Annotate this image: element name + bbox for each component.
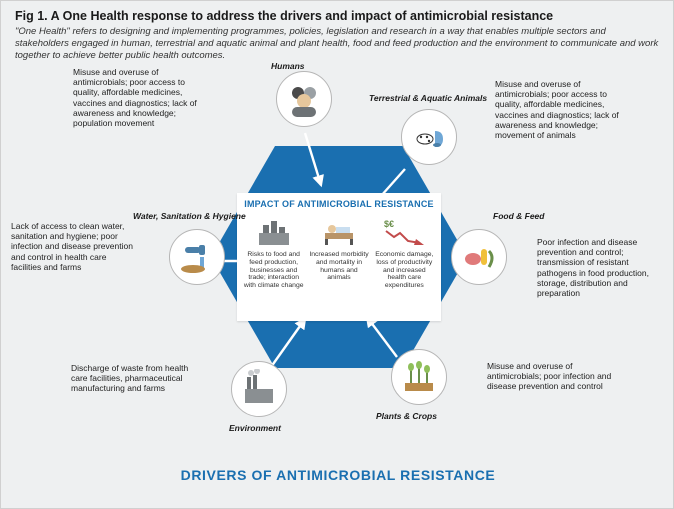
impact-title: IMPACT OF ANTIMICROBIAL RESISTANCE xyxy=(243,199,435,209)
driver-desc-humans: Misuse and overuse of antimicrobials; po… xyxy=(73,67,201,128)
econ-decline-icon: $€ xyxy=(374,213,435,251)
impact-label: Increased morbidity and mortality in hum… xyxy=(308,251,369,282)
driver-label-food: Food & Feed xyxy=(493,211,544,221)
tap-icon xyxy=(169,229,225,285)
driver-label-wash: Water, Sanitation & Hygiene xyxy=(133,211,246,221)
figure-subtitle: "One Health" refers to designing and imp… xyxy=(15,26,659,62)
figure-title: Fig 1. A One Health response to address … xyxy=(15,9,659,23)
impact-row: Risks to food and feed production, busin… xyxy=(243,213,435,290)
driver-node-environment xyxy=(211,361,307,417)
driver-node-wash xyxy=(149,229,245,285)
factory-trade-icon xyxy=(243,213,304,251)
food-icon xyxy=(451,229,507,285)
impact-label: Risks to food and feed production, busin… xyxy=(243,251,304,290)
title-block: Fig 1. A One Health response to address … xyxy=(1,1,673,66)
driver-desc-wash: Lack of access to clean water, sanitatio… xyxy=(11,221,139,272)
diagram-area: IMPACT OF ANTIMICROBIAL RESISTANCE Risks… xyxy=(1,61,674,491)
animals-icon xyxy=(401,109,457,165)
driver-node-animals xyxy=(381,109,477,165)
impact-cell-morbidity: Increased morbidity and mortality in hum… xyxy=(308,213,369,290)
crops-icon xyxy=(391,349,447,405)
driver-desc-plants: Misuse and overuse of antimicrobials; po… xyxy=(487,361,615,392)
driver-label-humans: Humans xyxy=(271,61,305,71)
driver-desc-food: Poor infection and disease prevention an… xyxy=(537,237,665,298)
driver-label-plants: Plants & Crops xyxy=(376,411,437,421)
patient-bed-icon xyxy=(308,213,369,251)
driver-node-humans xyxy=(256,71,352,127)
people-icon xyxy=(276,71,332,127)
figure-frame: Fig 1. A One Health response to address … xyxy=(0,0,674,509)
driver-label-animals: Terrestrial & Aquatic Animals xyxy=(369,93,487,103)
driver-desc-animals: Misuse and overuse of antimicrobials; po… xyxy=(495,79,623,140)
driver-node-plants xyxy=(371,349,467,405)
impact-box: IMPACT OF ANTIMICROBIAL RESISTANCE Risks… xyxy=(237,193,441,321)
driver-node-food xyxy=(431,229,527,285)
factory-icon xyxy=(231,361,287,417)
svg-text:$€: $€ xyxy=(384,219,394,229)
impact-label: Economic damage, loss of productivity an… xyxy=(374,251,435,290)
impact-cell-food: Risks to food and feed production, busin… xyxy=(243,213,304,290)
drivers-footer: DRIVERS OF ANTIMICROBIAL RESISTANCE xyxy=(1,467,674,483)
driver-desc-environment: Discharge of waste from health care faci… xyxy=(71,363,199,394)
impact-cell-economic: $€ Economic damage, loss of productivity… xyxy=(374,213,435,290)
driver-label-environment: Environment xyxy=(229,423,281,433)
